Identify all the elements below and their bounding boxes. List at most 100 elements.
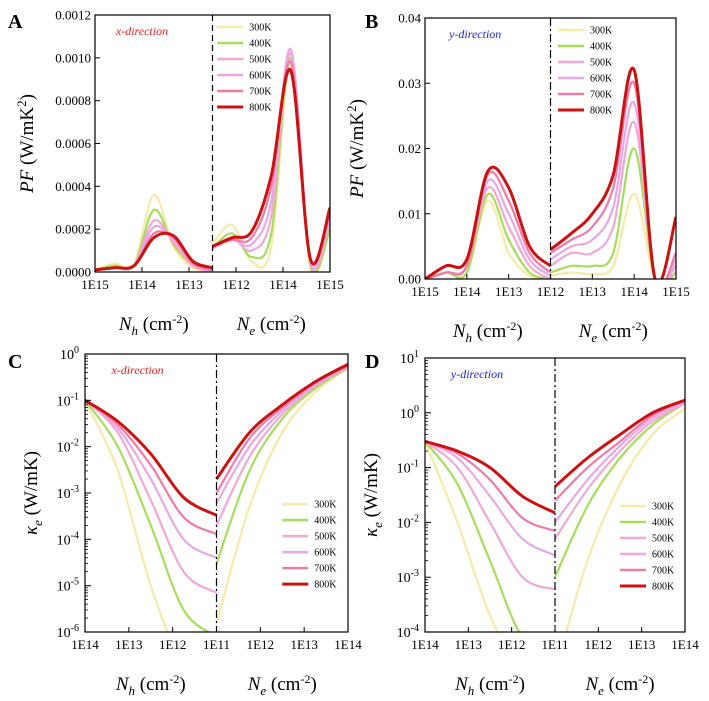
panel-b: B 0.00 0.01 0.02 0.03 0.04 1E15 1E14 1E13 1E12 1E1… <box>344 11 690 346</box>
y-axis-label: PF (W/mK2) <box>344 99 368 199</box>
legend-label-600k: 600K <box>590 74 613 85</box>
x-tick-label: 1E13 <box>628 637 655 652</box>
series-line-300k-right <box>565 407 685 632</box>
direction-annotation: y-direction <box>450 367 503 381</box>
x-axis-label-ne: Ne (cm-2) <box>236 312 306 338</box>
series-line-300k-left <box>85 399 169 632</box>
x-tick-label: 1E12 <box>222 277 249 292</box>
x-axis-label-nh: Nh (cm-2) <box>118 312 189 338</box>
legend-label-700k: 700K <box>249 87 272 98</box>
direction-annotation: x-direction <box>110 363 163 377</box>
series-line-500k-right <box>554 402 685 540</box>
x-tick-label: 1E14 <box>334 637 362 652</box>
x-tick-label: 1E12 <box>498 637 525 652</box>
series-group <box>85 362 348 632</box>
legend-label-800k: 800K <box>590 106 613 117</box>
legend: 300K 400K 500K 600K 700K 800K <box>558 26 613 117</box>
legend: 300K 400K 500K 600K 700K 800K <box>620 501 675 592</box>
y-tick-label: 0.0004 <box>55 179 91 194</box>
y-tick-label: 10-5 <box>57 577 79 595</box>
legend-label-700k: 700K <box>652 565 675 576</box>
legend: 300K 400K 500K 600K 700K 800K <box>217 23 272 114</box>
legend-label-700k: 700K <box>314 564 337 575</box>
series-line-800k-right <box>215 362 348 480</box>
legend-label-300k: 300K <box>314 500 337 511</box>
series-group <box>95 48 330 272</box>
panel-letter: A <box>8 11 23 33</box>
x-axis-label-nh: Nh (cm-2) <box>452 319 523 345</box>
legend-label-300k: 300K <box>652 501 675 512</box>
y-tick-label: 0.0002 <box>55 222 91 237</box>
legend-label-300k: 300K <box>249 23 272 34</box>
legend-label-300k: 300K <box>590 26 613 37</box>
series-line-700k-right <box>215 364 348 494</box>
legend-label-400k: 400K <box>314 516 337 527</box>
legend-label-600k: 600K <box>652 549 675 560</box>
y-tick-label: 10-4 <box>57 530 79 548</box>
series-line-300k-left <box>425 441 499 632</box>
direction-annotation: y-direction <box>448 27 501 41</box>
x-tick-label: 1E12 <box>537 284 564 299</box>
y-tick-label: 0.01 <box>398 206 421 221</box>
x-tick-label: 1E12 <box>585 637 612 652</box>
series-line-800k-left <box>425 440 556 515</box>
plot-frame <box>94 14 331 273</box>
legend-label-400k: 400K <box>590 42 613 53</box>
legend-label-700k: 700K <box>590 90 613 101</box>
x-tick-label: 1E13 <box>495 284 522 299</box>
y-tick-label: 10-2 <box>397 513 419 531</box>
x-tick-label: 1E14 <box>453 284 481 299</box>
x-tick-label: 1E12 <box>247 637 274 652</box>
x-tick-label: 1E14 <box>128 277 156 292</box>
x-tick-label: 1E14 <box>620 284 648 299</box>
y-tick-label: 10-1 <box>397 459 419 477</box>
legend-label-600k: 600K <box>249 71 272 82</box>
series-line-800k-right <box>549 66 676 279</box>
legend-label-500k: 500K <box>652 533 675 544</box>
series-line-600k-right <box>549 100 676 279</box>
legend-label-800k: 800K <box>249 103 272 114</box>
x-tick-label: 1E13 <box>455 637 482 652</box>
series-line-700k-right <box>549 80 676 279</box>
y-tick-label: 101 <box>400 349 419 367</box>
y-tick-label: 0.0008 <box>55 93 91 108</box>
panel-c: C 10-6 10-5 10-4 10-3 10-2 10-1 100 1E14 1E13 1E12… <box>8 345 362 698</box>
x-axis-label-ne: Ne (cm-2) <box>584 672 654 698</box>
series-line-700k-left <box>85 399 218 536</box>
series-line-300k-right <box>215 367 348 625</box>
panel-letter: D <box>365 351 379 373</box>
series-line-800k-left <box>95 231 213 272</box>
series-line-800k-right <box>211 67 330 265</box>
direction-annotation: x-direction <box>115 24 168 38</box>
legend-label-800k: 800K <box>652 581 675 592</box>
y-tick-label: 0.0010 <box>55 50 91 65</box>
x-tick-label: 1E11 <box>203 637 230 652</box>
x-tick-label: 1E13 <box>175 277 202 292</box>
panel-a: A 0.0000 0.0002 0.0004 0.0006 0.0008 0.0010 0.0… <box>8 8 344 339</box>
legend-label-500k: 500K <box>249 55 272 66</box>
y-tick-label: 0.02 <box>398 141 421 156</box>
y-tick-label: 0.0006 <box>55 136 91 151</box>
legend-label-500k: 500K <box>314 532 337 543</box>
series-line-500k-right <box>215 366 348 526</box>
y-tick-label: 10-2 <box>57 438 79 456</box>
series-line-500k-left <box>425 440 556 591</box>
series-line-400k-left <box>425 440 521 632</box>
series-line-600k-left <box>425 440 556 557</box>
series-line-600k-right <box>215 365 348 504</box>
x-tick-label: 1E15 <box>411 284 438 299</box>
series-line-600k-right <box>554 400 685 524</box>
y-tick-label: 0.0000 <box>55 265 91 280</box>
y-axis-label: κe (W/mK) <box>21 451 45 535</box>
legend-label-600k: 600K <box>314 548 337 559</box>
x-tick-label: 1E11 <box>542 637 569 652</box>
legend-label-500k: 500K <box>590 58 613 69</box>
x-tick-label: 1E14 <box>269 277 297 292</box>
x-axis-label-ne: Ne (cm-2) <box>578 319 648 345</box>
panel-letter: B <box>365 11 378 33</box>
legend-label-800k: 800K <box>314 580 337 591</box>
x-axis-label-ne: Ne (cm-2) <box>247 672 317 698</box>
series-line-300k-left <box>95 193 213 272</box>
x-tick-label: 1E13 <box>290 637 317 652</box>
